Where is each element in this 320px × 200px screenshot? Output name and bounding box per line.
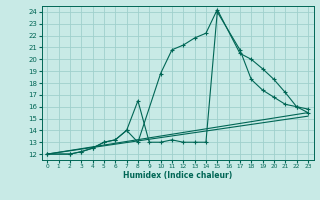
X-axis label: Humidex (Indice chaleur): Humidex (Indice chaleur) — [123, 171, 232, 180]
